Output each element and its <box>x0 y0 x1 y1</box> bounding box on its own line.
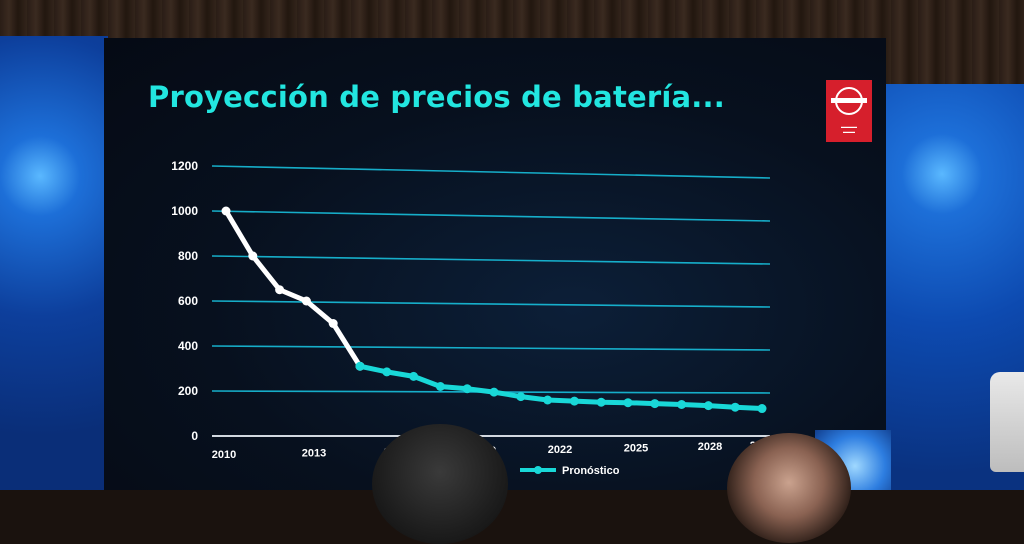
y-tick-label: 400 <box>178 339 198 353</box>
data-point <box>221 206 231 216</box>
stage-panel-left <box>0 36 108 490</box>
data-point <box>382 367 392 377</box>
data-point <box>650 399 660 409</box>
x-tick-label: 2022 <box>548 444 572 456</box>
grid-line <box>211 345 771 351</box>
y-tick-label: 1000 <box>171 204 198 218</box>
data-point <box>623 398 633 408</box>
grid-line <box>211 255 771 265</box>
legend-marker-pronostico <box>534 466 542 474</box>
series-lines <box>221 206 767 414</box>
logo-bar <box>831 98 867 103</box>
data-point <box>516 392 526 402</box>
data-point <box>543 395 553 405</box>
data-point <box>489 387 499 397</box>
y-tick-label: 800 <box>178 249 198 263</box>
data-point <box>596 397 606 407</box>
legend-label-pronostico: Pronóstico <box>562 465 620 477</box>
data-point <box>730 402 740 412</box>
data-point <box>275 285 285 295</box>
data-point <box>569 396 579 406</box>
foreground-object <box>990 372 1024 472</box>
grid-lines <box>211 165 771 437</box>
audience-head-left <box>372 424 508 544</box>
data-point <box>703 401 713 411</box>
y-tick-labels: 0 200 400 600 800 1000 1200 <box>171 159 198 443</box>
x-tick-label: 2010 <box>212 449 236 461</box>
data-point <box>462 384 472 394</box>
series-line-0 <box>223 208 363 369</box>
data-point <box>409 371 419 381</box>
y-tick-label: 200 <box>178 384 198 398</box>
grid-line <box>211 300 771 308</box>
chart-title: Proyección de precios de batería... <box>148 80 725 114</box>
brand-logo-icon: ▬▬▬▬ ▬▬▬ <box>826 80 872 142</box>
y-tick-label: 600 <box>178 294 198 308</box>
data-point <box>248 251 258 261</box>
data-point <box>301 296 311 306</box>
data-point <box>435 382 445 391</box>
logo-wordmark: ▬▬▬▬ ▬▬▬ <box>841 124 857 134</box>
data-point <box>328 319 338 328</box>
audience-head-right <box>727 433 851 543</box>
x-tick-label: 2013 <box>302 448 326 460</box>
grid-line <box>211 165 771 179</box>
y-tick-label: 0 <box>191 429 198 443</box>
data-point <box>757 404 767 414</box>
series-line-1 <box>357 363 765 412</box>
legend: Pronóstico <box>520 465 620 477</box>
grid-line <box>211 210 771 222</box>
data-point <box>677 400 687 409</box>
y-tick-label: 1200 <box>171 159 198 173</box>
data-point <box>355 361 365 371</box>
x-tick-label: 2028 <box>698 441 722 453</box>
x-tick-label: 2025 <box>624 443 648 455</box>
